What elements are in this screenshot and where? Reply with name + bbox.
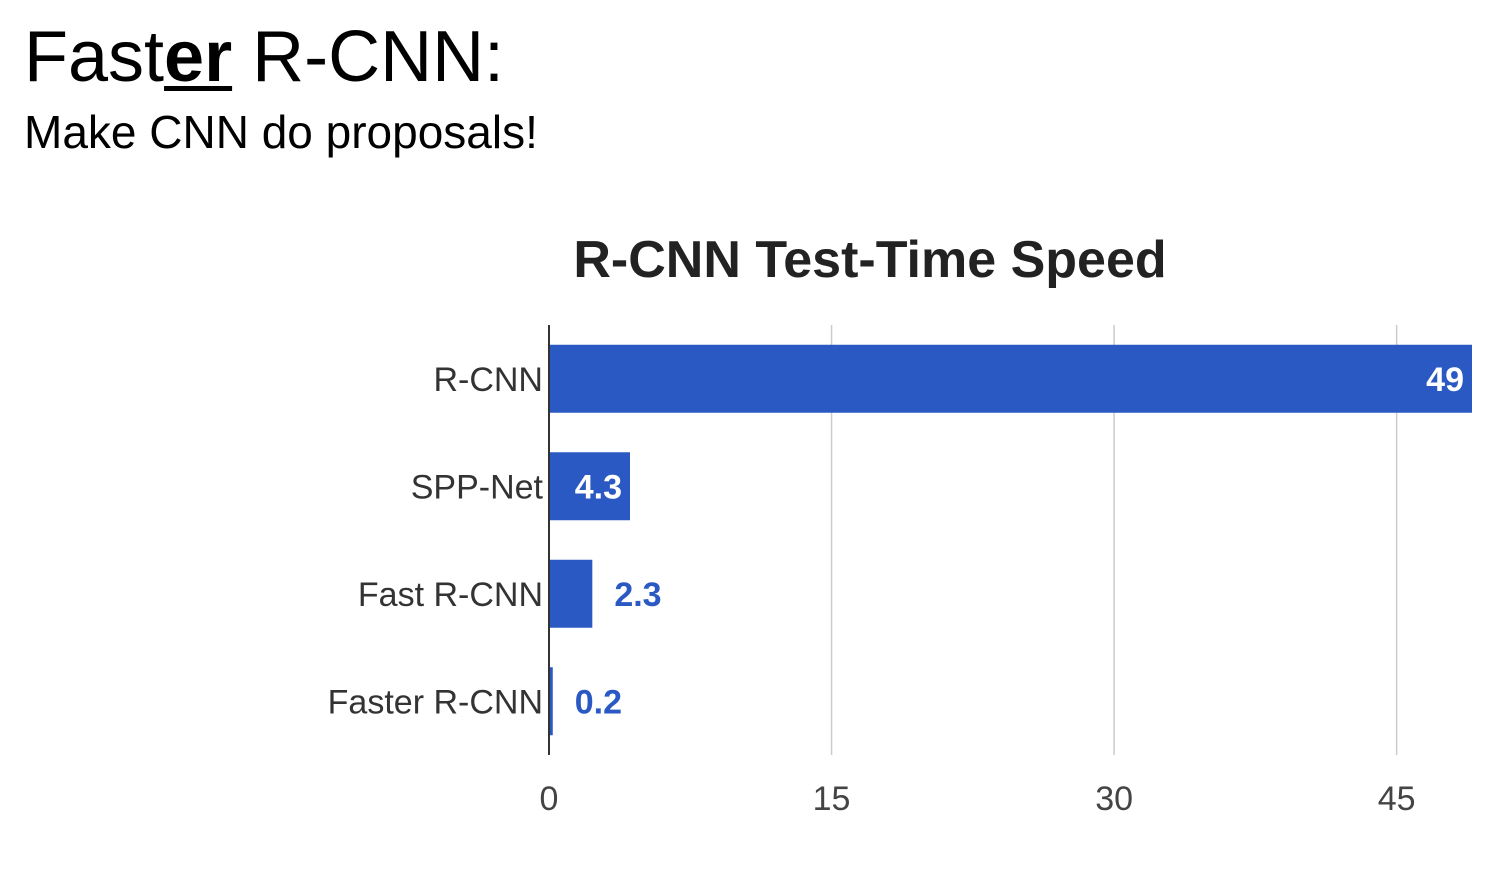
x-tick-label: 0 (540, 780, 559, 818)
x-tick-label: 15 (813, 780, 851, 818)
category-label: R-CNN (433, 361, 543, 399)
slide-title: Faster R-CNN: (24, 14, 504, 100)
data-label: 49 (1426, 361, 1464, 399)
bars (549, 344, 1472, 736)
chart-title: R-CNN Test-Time Speed (573, 231, 1166, 289)
slide-title-suffix: R-CNN: (232, 17, 505, 97)
data-label: 0.2 (575, 683, 622, 721)
slide-title-prefix: Fast (24, 17, 165, 97)
labels: 0 15 30 45 R-CNN 49 SPP-Net 4.3 Fast R-CNN 2.3 Fas… (328, 361, 1464, 818)
category-label: Fast R-CNN (358, 576, 543, 614)
bar (549, 667, 553, 736)
x-tick-label: 30 (1095, 780, 1133, 818)
slide-subtitle: Make CNN do proposals! (24, 106, 538, 158)
category-label: Faster R-CNN (328, 683, 543, 721)
category-label: SPP-Net (411, 468, 544, 506)
bar (549, 344, 1472, 413)
data-label: 2.3 (614, 576, 661, 614)
slide-title-emphasis: er (164, 17, 233, 97)
bar (549, 452, 630, 521)
bar (549, 559, 593, 628)
x-tick-label: 45 (1378, 780, 1416, 818)
data-label: 4.3 (575, 468, 622, 506)
